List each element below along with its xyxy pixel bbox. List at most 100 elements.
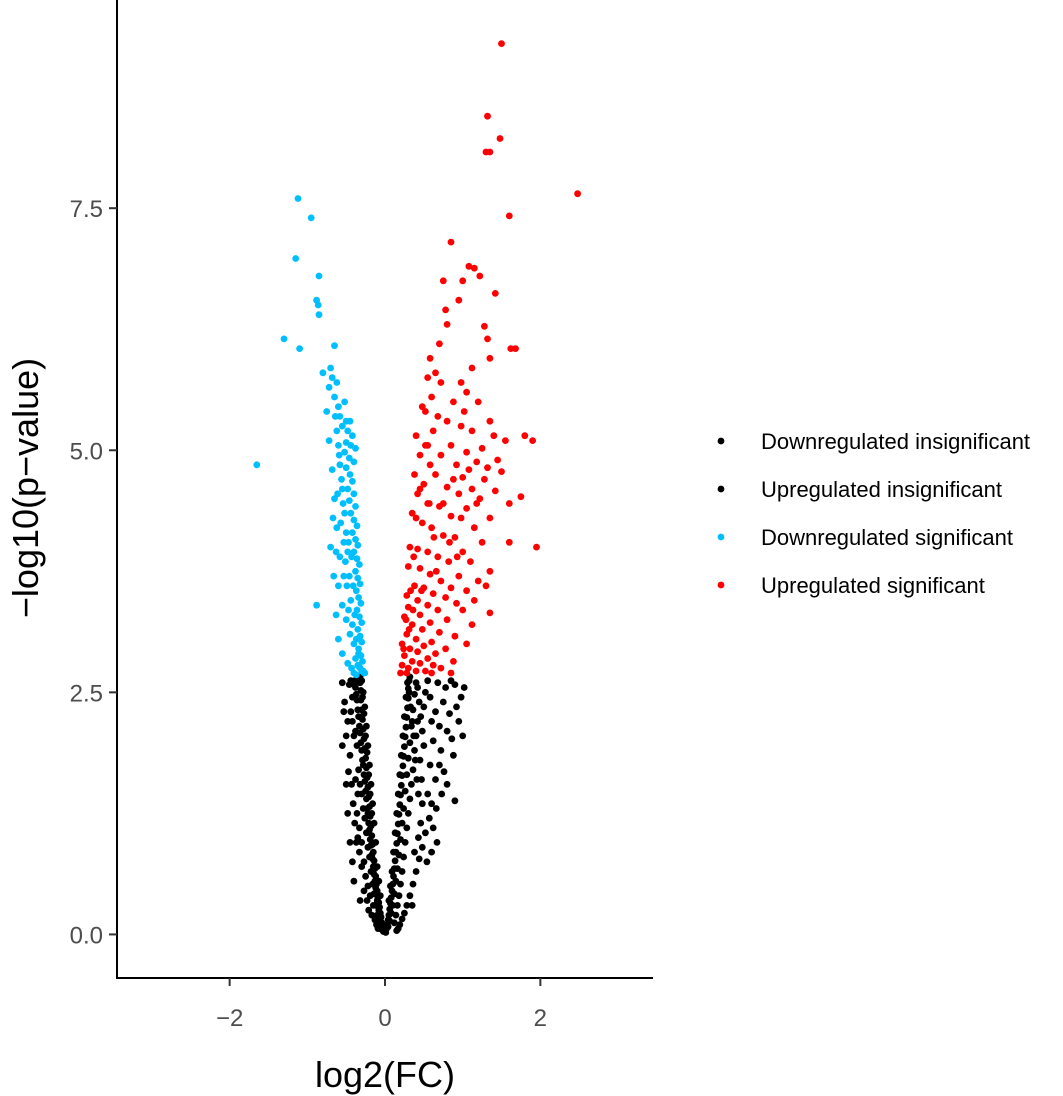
data-point-series-3	[533, 543, 540, 551]
data-point-series-1	[442, 684, 449, 691]
data-point-series-0	[362, 732, 369, 740]
data-point-series-1	[418, 843, 426, 851]
data-point-series-3	[512, 345, 519, 352]
data-point-series-0	[361, 703, 369, 711]
data-point-series-0	[345, 768, 352, 776]
y-tick-label: 7.5	[70, 196, 103, 223]
data-point-series-1	[439, 698, 447, 706]
data-point-series-3	[476, 272, 484, 280]
data-point-series-1	[425, 814, 433, 822]
data-point-series-3	[521, 432, 529, 440]
data-point-series-0	[363, 897, 371, 904]
data-point-series-2	[314, 301, 322, 309]
data-point-series-2	[328, 466, 336, 473]
data-point-series-0	[344, 718, 352, 725]
data-point-series-1	[393, 927, 401, 934]
data-point-series-1	[418, 727, 426, 735]
data-point-series-1	[392, 911, 400, 919]
data-point-series-0	[372, 839, 380, 846]
data-point-series-3	[402, 616, 410, 624]
data-point-series-0	[356, 824, 363, 832]
data-point-series-2	[352, 587, 360, 595]
data-point-series-1	[453, 703, 460, 711]
data-point-series-1	[413, 776, 421, 783]
data-point-series-3	[463, 587, 470, 595]
data-point-series-0	[349, 693, 356, 701]
data-point-series-1	[448, 735, 456, 743]
data-point-series-2	[346, 630, 354, 638]
data-point-series-1	[401, 839, 409, 846]
data-point-series-1	[418, 800, 426, 808]
data-point-series-3	[406, 543, 414, 551]
data-point-series-2	[342, 616, 350, 624]
data-point-series-2	[347, 597, 355, 604]
data-point-series-3	[453, 553, 461, 561]
data-point-series-0	[366, 790, 374, 798]
y-tick-label: 5.0	[70, 438, 103, 465]
data-point-series-3	[401, 652, 408, 659]
data-point-series-2	[355, 594, 362, 601]
y-tick-label: 2.5	[70, 680, 103, 707]
data-point-series-3	[432, 369, 439, 377]
data-point-series-3	[428, 669, 435, 677]
data-point-series-3	[428, 393, 435, 401]
data-point-series-1	[403, 824, 411, 832]
data-point-series-2	[253, 461, 261, 469]
data-point-series-3	[486, 354, 494, 362]
data-point-series-1	[432, 708, 439, 716]
data-point-series-1	[436, 761, 443, 769]
data-point-series-3	[410, 553, 418, 561]
data-point-series-2	[336, 461, 344, 469]
data-point-series-2	[352, 655, 359, 662]
data-point-series-2	[361, 669, 369, 677]
data-point-series-0	[373, 863, 381, 870]
data-point-series-1	[415, 855, 423, 863]
data-point-series-2	[348, 553, 355, 561]
data-point-series-3	[434, 553, 442, 561]
data-point-series-2	[335, 635, 342, 643]
data-point-series-3	[437, 577, 445, 585]
y-axis-title: −log10(p−value)	[5, 358, 46, 618]
data-point-series-1	[390, 919, 398, 927]
data-point-series-3	[496, 135, 504, 142]
data-point-series-3	[397, 669, 404, 677]
data-point-series-0	[369, 902, 377, 909]
data-point-series-2	[335, 403, 342, 411]
data-point-series-3	[481, 322, 488, 330]
data-point-series-0	[359, 805, 367, 812]
data-point-series-2	[325, 383, 333, 391]
data-point-series-3	[467, 558, 474, 565]
data-point-series-1	[411, 848, 418, 856]
data-point-series-1	[443, 780, 451, 788]
x-tick-label: 2	[534, 1005, 547, 1032]
data-point-series-3	[443, 616, 451, 624]
data-point-series-3	[459, 474, 467, 481]
data-point-series-0	[338, 679, 346, 687]
data-point-series-0	[359, 693, 366, 701]
data-point-series-1	[397, 751, 405, 759]
data-point-series-1	[414, 718, 421, 725]
data-point-series-2	[313, 601, 320, 609]
data-point-series-1	[398, 868, 406, 875]
data-point-series-1	[409, 880, 417, 888]
data-point-series-2	[349, 477, 356, 485]
data-point-series-3	[447, 442, 455, 449]
data-point-series-1	[399, 762, 407, 770]
data-point-series-1	[457, 693, 465, 701]
data-point-series-0	[367, 868, 375, 875]
data-point-series-3	[447, 669, 455, 677]
legend-key-1	[717, 485, 725, 493]
data-point-series-2	[354, 541, 362, 549]
data-point-series-3	[416, 451, 424, 459]
data-point-series-3	[447, 512, 455, 520]
data-point-series-2	[355, 645, 362, 653]
data-point-series-3	[442, 306, 449, 314]
data-point-series-3	[453, 461, 460, 469]
data-point-series-3	[484, 112, 491, 120]
data-point-series-0	[352, 776, 359, 783]
data-point-series-3	[443, 321, 451, 328]
legend-label-2: Downregulated significant	[761, 525, 1013, 550]
data-point-series-0	[358, 863, 366, 870]
data-point-series-1	[391, 829, 399, 837]
